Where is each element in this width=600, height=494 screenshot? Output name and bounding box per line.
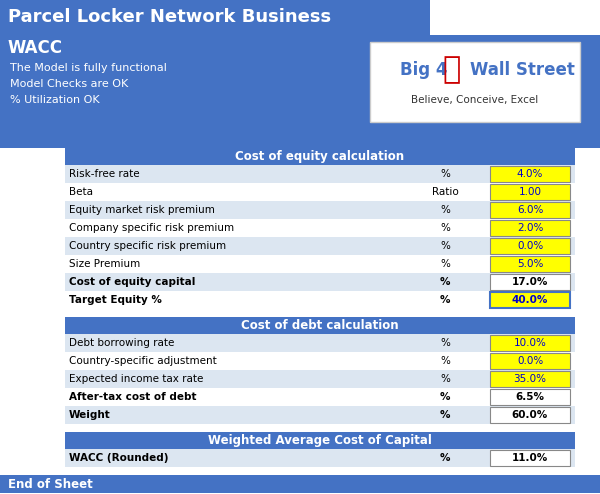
- Text: 40.0%: 40.0%: [512, 295, 548, 305]
- Bar: [430, 0, 600, 35]
- Text: End of Sheet: End of Sheet: [8, 478, 93, 491]
- Text: %: %: [440, 410, 450, 420]
- Text: Ratio: Ratio: [431, 187, 458, 197]
- Text: %: %: [440, 295, 450, 305]
- Text: %: %: [440, 277, 450, 287]
- Text: Risk-free rate: Risk-free rate: [69, 169, 140, 179]
- Text: %: %: [440, 169, 450, 179]
- Bar: [490, 389, 570, 405]
- Bar: [490, 407, 570, 423]
- Bar: [0, 35, 600, 148]
- Bar: [490, 184, 570, 200]
- Text: Model Checks are OK: Model Checks are OK: [10, 79, 128, 89]
- Text: %: %: [440, 374, 450, 384]
- Bar: [490, 274, 570, 290]
- Bar: [65, 352, 575, 370]
- Bar: [65, 255, 575, 273]
- Text: %: %: [440, 356, 450, 366]
- Bar: [65, 237, 575, 255]
- Text: %: %: [440, 338, 450, 348]
- Text: 35.0%: 35.0%: [514, 374, 547, 384]
- Bar: [65, 273, 575, 291]
- Text: Country-specific adjustment: Country-specific adjustment: [69, 356, 217, 366]
- Text: %: %: [440, 392, 450, 402]
- Bar: [490, 166, 570, 182]
- Bar: [490, 292, 570, 308]
- Bar: [490, 256, 570, 272]
- Text: Company specific risk premium: Company specific risk premium: [69, 223, 234, 233]
- Bar: [65, 449, 575, 467]
- Bar: [65, 201, 575, 219]
- Text: 5.0%: 5.0%: [517, 259, 543, 269]
- Text: Size Premium: Size Premium: [69, 259, 140, 269]
- Text: Cost of equity capital: Cost of equity capital: [69, 277, 196, 287]
- Bar: [490, 220, 570, 236]
- Bar: [65, 388, 575, 406]
- Text: 4.0%: 4.0%: [517, 169, 543, 179]
- Text: % Utilization OK: % Utilization OK: [10, 95, 100, 105]
- Bar: [0, 148, 600, 494]
- Bar: [65, 148, 575, 165]
- Bar: [0, 475, 600, 493]
- Text: %: %: [440, 259, 450, 269]
- Bar: [490, 371, 570, 387]
- Text: Target Equity %: Target Equity %: [69, 295, 162, 305]
- Text: Cost of equity calculation: Cost of equity calculation: [235, 150, 404, 163]
- Bar: [65, 183, 575, 201]
- Bar: [65, 165, 575, 183]
- Bar: [370, 42, 580, 122]
- Text: Wall Street: Wall Street: [470, 61, 575, 79]
- Text: Equity market risk premium: Equity market risk premium: [69, 205, 215, 215]
- Text: 11.0%: 11.0%: [512, 453, 548, 463]
- Text: Believe, Conceive, Excel: Believe, Conceive, Excel: [412, 95, 539, 105]
- Text: Big 4: Big 4: [400, 61, 448, 79]
- Bar: [65, 291, 575, 309]
- Bar: [65, 317, 575, 334]
- Text: Weight: Weight: [69, 410, 111, 420]
- Text: 1.00: 1.00: [518, 187, 542, 197]
- Bar: [490, 202, 570, 218]
- Text: After-tax cost of debt: After-tax cost of debt: [69, 392, 197, 402]
- Text: 0.0%: 0.0%: [517, 241, 543, 251]
- Text: 6.5%: 6.5%: [515, 392, 545, 402]
- Text: 60.0%: 60.0%: [512, 410, 548, 420]
- Text: Weighted Average Cost of Capital: Weighted Average Cost of Capital: [208, 434, 432, 447]
- Text: %: %: [440, 223, 450, 233]
- Bar: [490, 335, 570, 351]
- Bar: [65, 219, 575, 237]
- Bar: [490, 450, 570, 466]
- Bar: [0, 0, 600, 35]
- Bar: [65, 334, 575, 352]
- Text: Expected income tax rate: Expected income tax rate: [69, 374, 203, 384]
- Bar: [490, 238, 570, 254]
- Text: The Model is fully functional: The Model is fully functional: [10, 63, 167, 73]
- Text: %: %: [440, 453, 450, 463]
- Bar: [490, 353, 570, 369]
- Bar: [65, 406, 575, 424]
- Text: Beta: Beta: [69, 187, 93, 197]
- Bar: [65, 432, 575, 449]
- Text: 6.0%: 6.0%: [517, 205, 543, 215]
- Text: Parcel Locker Network Business: Parcel Locker Network Business: [8, 8, 331, 26]
- Text: 2.0%: 2.0%: [517, 223, 543, 233]
- Text: %: %: [440, 241, 450, 251]
- Text: Debt borrowing rate: Debt borrowing rate: [69, 338, 175, 348]
- Text: %: %: [440, 205, 450, 215]
- Text: WACC (Rounded): WACC (Rounded): [69, 453, 169, 463]
- Text: 10.0%: 10.0%: [514, 338, 547, 348]
- Text: 🦅: 🦅: [443, 55, 461, 84]
- Bar: [65, 370, 575, 388]
- Text: 0.0%: 0.0%: [517, 356, 543, 366]
- Text: WACC: WACC: [8, 39, 63, 57]
- Text: 17.0%: 17.0%: [512, 277, 548, 287]
- Text: Cost of debt calculation: Cost of debt calculation: [241, 319, 399, 332]
- Text: Country specific risk premium: Country specific risk premium: [69, 241, 226, 251]
